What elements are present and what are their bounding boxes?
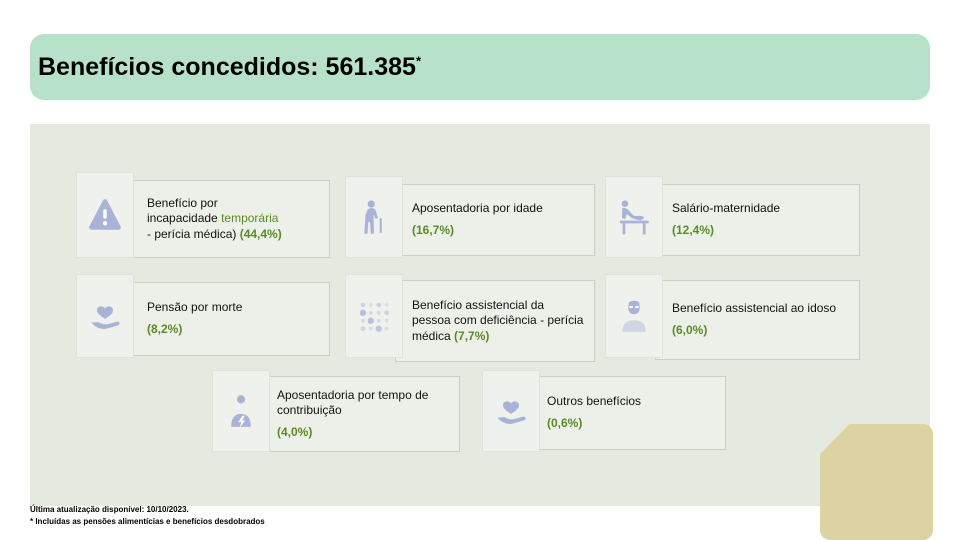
footer-notes: Última atualização disponível: 10/10/202… [30, 504, 265, 529]
page-title: Benefícios concedidos: 561.385* [38, 53, 421, 82]
header-banner: Benefícios concedidos: 561.385* [30, 34, 930, 100]
elderly-man-icon [622, 300, 646, 332]
benefit-title: Benefício assistencial da pessoa com def… [412, 298, 586, 345]
benefit-percent: (6,0%) [672, 323, 708, 337]
elderly-person-cane-icon [364, 200, 382, 234]
baby-changing-icon [605, 176, 663, 258]
benefit-percent: (44,4%) [239, 226, 282, 241]
hand-heart-icon [482, 370, 540, 452]
benefit-percent: (7,7%) [454, 328, 490, 343]
benefit-card-aposentadoria-idade: Aposentadoria por idade (16,7%) [395, 184, 595, 256]
warning-triangle-icon [89, 199, 121, 230]
footer-update-line: Última atualização disponível: 10/10/202… [30, 505, 189, 514]
person-lightning-icon [231, 395, 251, 428]
benefit-card-pensao-morte: Pensão por morte (8,2%) [130, 282, 330, 356]
braille-dots-icon [359, 302, 390, 332]
title-asterisk: * [415, 53, 421, 69]
benefit-percent: (16,7%) [412, 223, 455, 237]
benefit-title-highlight: temporária [221, 211, 279, 226]
benefit-percent: (0,6%) [547, 416, 583, 430]
benefit-card-assistencial-idoso: Benefício assistencial ao idoso (6,0%) [655, 280, 860, 360]
hand-heart-icon [76, 274, 134, 358]
elderly-person-cane-icon [345, 176, 403, 258]
benefit-title: Benefício por incapacidade temporária - … [147, 196, 321, 243]
benefit-title: Aposentadoria por idade [412, 201, 543, 216]
braille-dots-icon [345, 274, 403, 358]
warning-triangle-icon [76, 172, 134, 258]
benefit-title: Outros benefícios [547, 394, 642, 409]
benefit-card-salario-maternidade: Salário-maternidade (12,4%) [655, 184, 860, 256]
hand-heart-icon [91, 306, 120, 329]
benefit-card-incapacidade-temporaria: Benefício por incapacidade temporária - … [130, 180, 330, 258]
footer-asterisk-note: * Incluídas as pensões alimentícias e be… [30, 517, 265, 527]
decorative-corner-shape [820, 424, 933, 540]
benefit-title-part: - perícia médica) [147, 226, 240, 241]
benefits-panel: Benefício por incapacidade temporária - … [30, 124, 930, 506]
benefit-title: Benefício assistencial ao idoso [672, 301, 837, 316]
benefit-title: Pensão por morte [147, 300, 243, 315]
benefit-title: Salário-maternidade [672, 201, 781, 216]
benefit-percent: (8,2%) [147, 322, 183, 336]
benefit-card-aposentadoria-tempo: Aposentadoria por tempo de contribuição … [260, 376, 460, 452]
elderly-man-icon [605, 274, 663, 358]
hand-heart-icon [497, 401, 526, 424]
benefit-title: Aposentadoria por tempo de contribuição [277, 387, 429, 418]
person-lightning-icon [212, 370, 270, 452]
benefit-title-text: Benefício assistencial da pessoa com def… [412, 297, 584, 343]
page-title-text: Benefícios concedidos: 561.385 [38, 52, 416, 81]
benefit-title-part: Benefício por [147, 195, 218, 210]
benefit-card-assistencial-deficiencia: Benefício assistencial da pessoa com def… [395, 280, 595, 362]
benefit-card-outros: Outros benefícios (0,6%) [530, 376, 726, 450]
benefit-title-part: incapacidade [147, 211, 222, 226]
benefit-percent: (4,0%) [277, 424, 313, 439]
baby-changing-icon [619, 200, 649, 235]
benefit-percent: (12,4%) [672, 223, 715, 237]
